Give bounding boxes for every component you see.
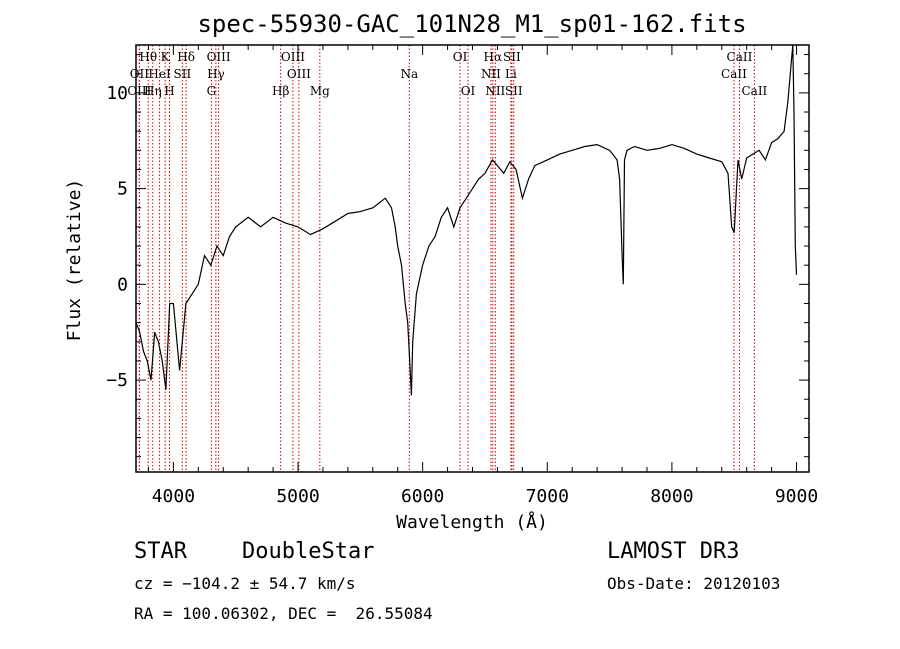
- spectral-line-label: CaII: [727, 50, 753, 64]
- spectral-line-label: SII: [174, 67, 192, 81]
- coordinates: RA = 100.06302, DEC = 26.55084: [134, 604, 433, 623]
- object-subclass: DoubleStar: [242, 539, 375, 564]
- spectral-line-label: CaII: [741, 84, 767, 98]
- y-axis-label: Flux (relative): [64, 179, 85, 342]
- redshift-cz: cz = −104.2 ± 54.7 km/s: [134, 574, 356, 593]
- spectral-line-label: NII: [485, 84, 505, 98]
- spectral-line-label: OIII: [207, 50, 231, 64]
- spectral-line-label: H: [164, 84, 174, 98]
- x-tick-label: 9000: [775, 486, 818, 507]
- x-tick-label: 8000: [650, 486, 693, 507]
- spectral-line-label: Hθ: [139, 50, 157, 64]
- y-axis: −5 0 5 10: [106, 54, 809, 458]
- spectral-line-label: Hδ: [177, 50, 195, 64]
- spectral-line-label: OI: [453, 50, 468, 64]
- spectral-line-label: G: [207, 84, 217, 98]
- plot-frame: [135, 44, 810, 473]
- y-tick-label: −5: [106, 370, 128, 391]
- spectral-line-label: HeI: [148, 67, 171, 81]
- spectral-line-label: CaII: [721, 67, 747, 81]
- spectral-line-label: Hγ: [207, 67, 225, 81]
- spectral-line-label: Na: [400, 67, 418, 81]
- spectral-line-label: SII: [505, 84, 523, 98]
- object-class: STAR: [134, 539, 187, 564]
- spectral-line-label: SII: [503, 50, 521, 64]
- obs-date: Obs-Date: 20120103: [607, 574, 781, 593]
- spectral-line-label: NII: [481, 67, 501, 81]
- spectral-line-markers: [138, 45, 755, 472]
- y-tick-label: 0: [117, 274, 128, 295]
- spectral-line-label: OI: [461, 84, 476, 98]
- y-tick-label: 10: [106, 83, 128, 104]
- spectral-line-label: Li: [505, 67, 517, 81]
- spectral-line-label: Hη: [144, 84, 162, 98]
- x-axis-label: Wavelength (Å): [396, 511, 548, 533]
- spectral-line-label: OIII: [287, 67, 311, 81]
- spectral-line-label: Mg: [310, 84, 330, 98]
- y-tick-label: 5: [117, 179, 128, 200]
- chart-title: spec-55930-GAC_101N28_M1_sp01-162.fits: [197, 10, 746, 38]
- spectral-line-label: OIII: [127, 84, 151, 98]
- spectral-line-label: K: [161, 50, 171, 64]
- spectral-line-label: Hβ: [272, 84, 289, 98]
- x-tick-label: 6000: [401, 486, 444, 507]
- x-tick-label: 7000: [526, 486, 569, 507]
- x-tick-label: 4000: [152, 486, 195, 507]
- x-axis: 4000 5000 6000 7000 8000 9000: [147, 45, 818, 507]
- survey-name: LAMOST DR3: [607, 539, 740, 564]
- spectral-line-label: Hα: [484, 50, 503, 64]
- x-tick-label: 5000: [276, 486, 319, 507]
- spectral-line-label: OIII: [281, 50, 305, 64]
- spectrum-line: [135, 44, 798, 396]
